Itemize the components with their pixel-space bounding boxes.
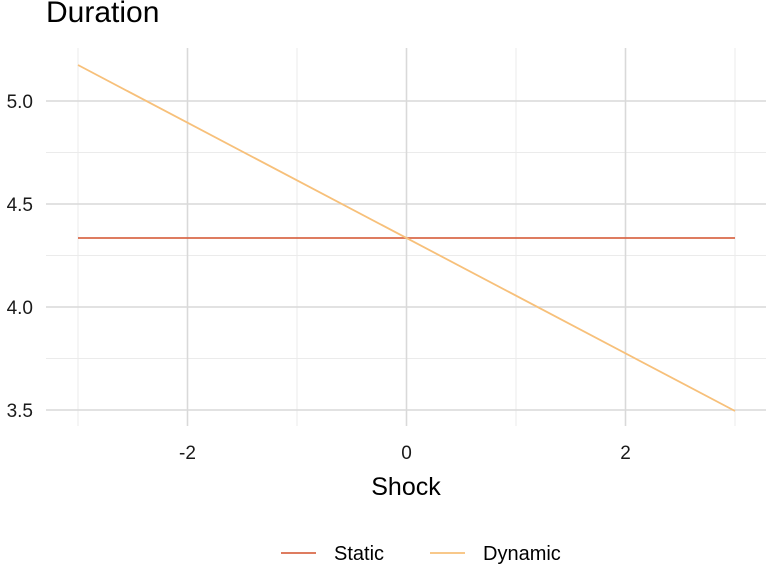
x-tick-label: 0 [401,443,412,464]
x-tick-label: 2 [620,443,631,464]
y-tick-label: 4.5 [7,195,33,216]
y-tick-label: 3.5 [7,401,33,422]
legend-label-dynamic: Dynamic [483,543,561,565]
legend-label-static: Static [334,543,384,565]
y-tick-label: 5.0 [7,92,33,113]
y-tick-label: 4.0 [7,298,33,319]
chart-title: Duration [46,0,160,29]
x-tick-label: -2 [179,443,196,464]
series-line-dynamic [77,64,736,412]
x-axis-title: Shock [371,473,441,501]
